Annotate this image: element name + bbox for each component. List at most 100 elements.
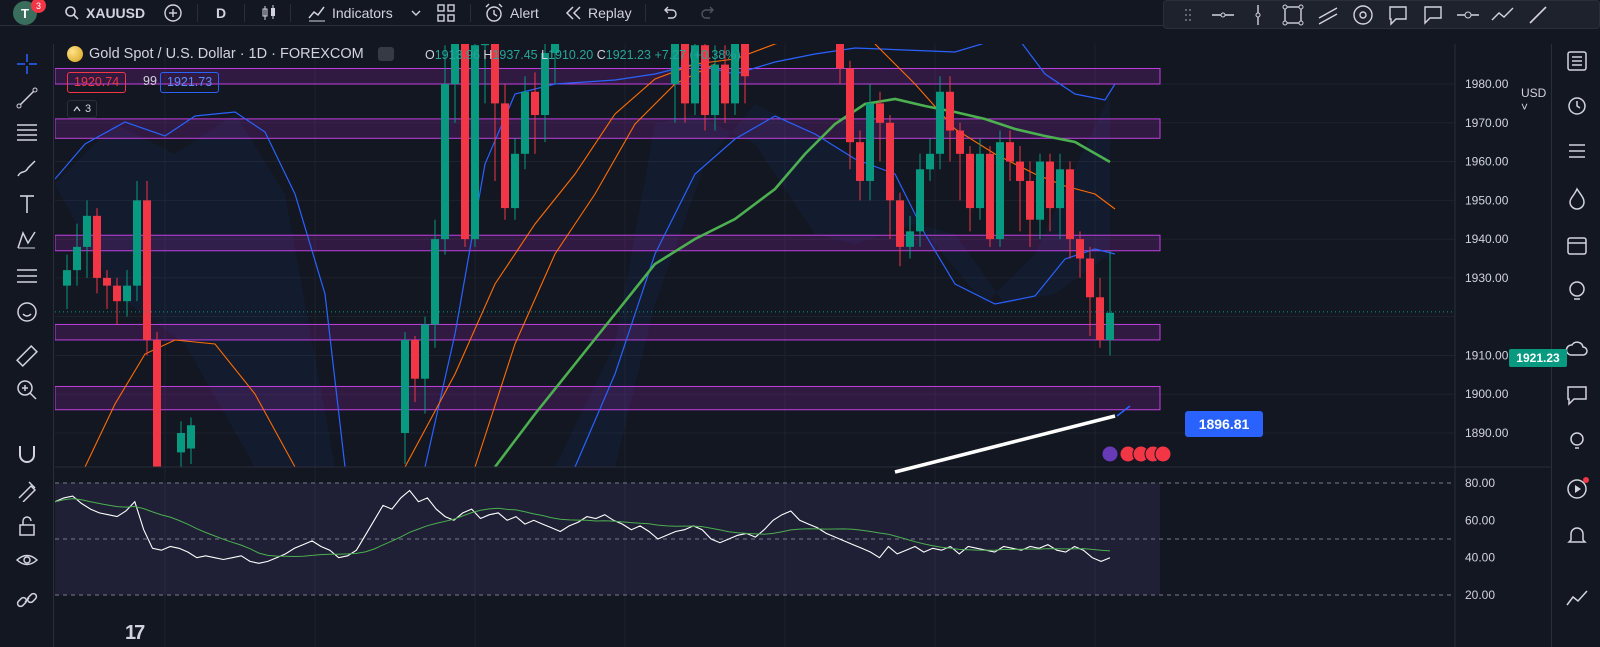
compare-button[interactable] — [163, 3, 183, 23]
buy-price-button[interactable]: 1921.73 — [160, 72, 220, 93]
rewind-icon — [565, 6, 581, 20]
zoom-icon — [17, 380, 37, 400]
calendar-icon — [1567, 237, 1587, 255]
path-icon — [1491, 7, 1513, 20]
brush-icon — [17, 160, 36, 177]
ema-fast-line — [84, 339, 296, 468]
chart-area[interactable]: 1980.00 1970.00 1960.00 1950.00 1940.00 1930.… — [55, 44, 1567, 647]
pattern-tool[interactable] — [13, 226, 41, 254]
indicators-dropdown[interactable] — [410, 3, 422, 23]
indicators-button[interactable]: Indicators — [308, 3, 393, 23]
main-pane — [55, 44, 1455, 467]
vertical-line-tool[interactable] — [1240, 2, 1275, 28]
price-label-tool[interactable] — [1450, 2, 1485, 28]
replay-label: Replay — [588, 5, 632, 21]
parallel-channel-tool[interactable] — [1310, 2, 1345, 28]
chat-button[interactable] — [1562, 380, 1592, 410]
undo-icon — [664, 6, 677, 19]
link-icon — [16, 592, 38, 608]
candle-body — [866, 103, 874, 181]
trendline-tool[interactable] — [13, 84, 41, 112]
price-tick-label: 1950.00 — [1465, 193, 1509, 207]
drag-handle[interactable] — [1170, 2, 1205, 28]
currency-selector[interactable]: USD ˅ — [1521, 86, 1547, 114]
layouts-button[interactable] — [437, 3, 455, 23]
rsi-tick-label: 60.00 — [1465, 513, 1495, 527]
zoom-tool[interactable] — [13, 376, 41, 404]
streams-icon — [1567, 477, 1589, 499]
indicators-icon — [308, 6, 325, 22]
rectangle-icon — [1282, 4, 1303, 25]
brush-tool[interactable] — [13, 154, 41, 182]
fib-tool[interactable] — [13, 118, 41, 146]
callout-tool[interactable] — [1380, 2, 1415, 28]
candle-body — [936, 91, 944, 154]
replay-button[interactable]: Replay — [564, 3, 632, 23]
redo-button[interactable] — [700, 3, 716, 23]
candle-body — [103, 277, 111, 286]
candle-body — [501, 103, 509, 209]
ema-fast-line-3 — [874, 44, 1116, 210]
chart-layout-button[interactable] — [1562, 584, 1592, 614]
alarm-icon — [1568, 97, 1586, 115]
rsi-line — [55, 489, 1111, 564]
candle-body — [441, 84, 449, 240]
price-tick-label: 1910.00 — [1465, 348, 1509, 362]
candle-body — [113, 285, 121, 302]
interval-button[interactable]: D — [216, 3, 226, 23]
alert-label: Alert — [510, 5, 539, 21]
ruler-tool[interactable] — [13, 342, 41, 370]
symbol-legend[interactable]: Gold Spot / U.S. Dollar · 1D · FOREXCOM — [67, 46, 394, 62]
candle-body — [1106, 312, 1114, 340]
order-list-button[interactable] — [1562, 136, 1592, 166]
notifications-button[interactable] — [1562, 520, 1592, 550]
undo-button[interactable] — [662, 3, 678, 23]
bollinger-lower-line — [574, 115, 1116, 468]
lock-drawing-tool[interactable] — [13, 476, 41, 504]
crosshair-tool[interactable] — [13, 50, 41, 78]
candle-body — [956, 130, 964, 154]
search-icon — [65, 6, 79, 20]
chart-type-button[interactable] — [260, 3, 278, 23]
path-tool[interactable] — [1485, 2, 1520, 28]
text-tool[interactable] — [13, 190, 41, 218]
candle-body — [1026, 180, 1034, 220]
lock-tool[interactable] — [13, 512, 41, 540]
candle-body — [551, 44, 559, 53]
ideas-button[interactable] — [1562, 276, 1592, 306]
rectangle-tool[interactable] — [1275, 2, 1310, 28]
target-tool[interactable] — [1345, 2, 1380, 28]
rsi-tick-label: 20.00 — [1465, 588, 1495, 602]
watchlist-button[interactable] — [1562, 46, 1592, 76]
legend-menu-button[interactable] — [377, 47, 394, 61]
streams-button[interactable] — [1562, 474, 1592, 504]
candle-body — [896, 200, 904, 247]
candle-body — [721, 64, 729, 104]
indicators-collapse-button[interactable]: 3 — [67, 100, 97, 118]
candle-body — [1056, 169, 1064, 209]
price-callout[interactable]: 1896.81 — [1185, 411, 1263, 437]
notifications-icon — [1567, 527, 1587, 543]
emoji-tool[interactable] — [13, 298, 41, 326]
brush-tool[interactable] — [1520, 2, 1555, 28]
symbol-search-button[interactable]: XAUUSD — [64, 3, 145, 23]
hide-drawings-tool[interactable] — [13, 546, 41, 574]
alert-button[interactable]: Alert — [484, 3, 539, 23]
symbol-label: XAUUSD — [86, 5, 146, 21]
forecast-tool[interactable] — [13, 262, 41, 290]
alerts-button[interactable] — [1562, 90, 1592, 120]
help-button[interactable] — [1562, 426, 1592, 456]
magnet-tool[interactable] — [13, 440, 41, 468]
hotlist-button[interactable] — [1562, 184, 1592, 214]
sell-price-button[interactable]: 1920.74 — [67, 72, 127, 93]
pattern-icon — [17, 231, 36, 249]
indicators-label: Indicators — [332, 5, 393, 21]
balloon-tool[interactable] — [1415, 2, 1450, 28]
horizontal-line-tool[interactable] — [1205, 2, 1240, 28]
chart-canvas[interactable]: 1980.00 1970.00 1960.00 1950.00 1940.00 1930.… — [55, 44, 1551, 647]
trendline — [894, 414, 1116, 474]
candle-body — [471, 45, 479, 240]
link-tool[interactable] — [13, 586, 41, 614]
calendar-button[interactable] — [1562, 230, 1592, 260]
candle-body — [986, 153, 994, 240]
